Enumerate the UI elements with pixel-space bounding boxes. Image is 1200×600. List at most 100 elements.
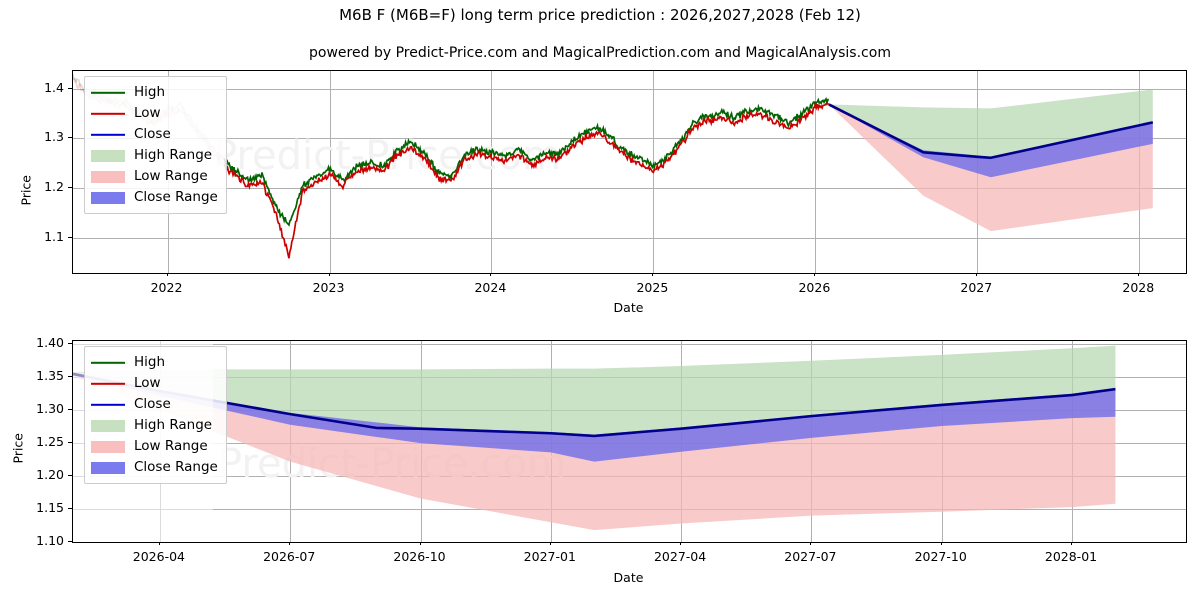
y-axis-tick-label: 1.30	[36, 401, 64, 417]
top-chart-legend-item[interactable]: Low	[91, 103, 219, 124]
series-low-line	[223, 100, 830, 259]
bottom-chart-legend-item[interactable]: Close Range	[91, 457, 219, 478]
x-tickmark	[419, 541, 421, 545]
x-tickmark	[490, 272, 492, 276]
x-tickmark	[976, 272, 978, 276]
gridline-horizontal	[73, 188, 1186, 190]
y-axis-tick-label: 1.3	[44, 129, 64, 145]
series-close-line	[828, 103, 1154, 160]
x-tickmark	[652, 272, 654, 276]
y-axis-tick-label: 1.20	[36, 467, 64, 483]
swatch-fill	[91, 133, 125, 136]
y-axis-tick-label: 1.2	[44, 179, 64, 195]
series-close-line	[73, 372, 1116, 438]
x-axis-tick-label: 2026	[798, 280, 831, 295]
x-axis-tick-label: 2024	[474, 280, 507, 295]
bottom-chart-legend-item[interactable]: Low	[91, 373, 219, 394]
swatch-fill	[91, 361, 125, 364]
bottom-chart-legend-items: High Low Close High Range Low Range Close Ran…	[91, 352, 219, 478]
bottom-chart-data-layer	[73, 341, 1116, 542]
y-tickmark	[68, 87, 72, 89]
legend-patch-swatch-icon	[91, 461, 125, 475]
y-tickmark	[68, 187, 72, 189]
bottom-chart-legend-label: Close Range	[134, 458, 218, 475]
legend-patch-swatch-icon	[91, 440, 125, 454]
band-high-range	[73, 345, 1116, 436]
x-axis-tick-label: 2023	[312, 280, 345, 295]
top-chart-legend-label: Low	[134, 104, 161, 121]
swatch-fill	[91, 112, 125, 115]
top-chart-legend-items: High Low Close High Range Low Range Close Ran…	[91, 82, 219, 208]
y-tickmark	[68, 442, 72, 444]
legend-line-swatch-icon	[91, 356, 125, 370]
gridline-horizontal	[73, 238, 1186, 240]
y-axis-tick-label: 1.40	[36, 335, 64, 351]
bottom-chart-legend-label: Low	[134, 374, 161, 391]
y-axis-tick-label: 1.10	[36, 533, 64, 548]
gridline-horizontal	[73, 88, 1186, 90]
bottom-chart-legend-item[interactable]: High Range	[91, 415, 219, 436]
page-subtitle: powered by Predict-Price.com and Magical…	[309, 45, 891, 61]
gridline-horizontal	[73, 138, 1186, 140]
y-tickmark	[68, 137, 72, 139]
gridline-vertical	[815, 71, 817, 273]
bottom-chart-legend-label: Close	[134, 395, 171, 412]
series-high-line	[223, 97, 830, 227]
top-chart-panel: Price 1.1 1.2 1.3 1.4 2022 2023 2024 2025 2026 2…	[18, 70, 1187, 315]
top-chart-data-layer	[73, 73, 1154, 259]
bottom-chart-legend: High Low Close High Range Low Range Close Ran…	[84, 346, 227, 484]
y-axis-tick-label: 1.25	[36, 434, 64, 450]
band-close-range	[828, 104, 1153, 178]
swatch-fill	[91, 382, 125, 385]
y-tickmark	[68, 343, 72, 345]
top-chart-legend-item[interactable]: Close	[91, 124, 219, 145]
x-axis-tick-label: 2027-10	[914, 549, 967, 564]
y-tickmark	[68, 376, 72, 378]
y-tickmark	[68, 508, 72, 509]
y-tickmark	[68, 409, 72, 411]
x-axis-tick-label: 2027-07	[784, 549, 837, 564]
x-tickmark	[680, 541, 682, 545]
x-tickmark	[158, 541, 160, 545]
legend-patch-swatch-icon	[91, 419, 125, 433]
x-axis-tick-label: 2027	[960, 280, 993, 295]
bottom-chart-legend-item[interactable]: Low Range	[91, 436, 219, 457]
gridline-vertical	[491, 71, 493, 273]
bottom-chart-legend-label: Low Range	[134, 437, 208, 454]
top-chart-legend-item[interactable]: High	[91, 82, 219, 103]
y-axis-tick-label: 1.4	[44, 79, 64, 95]
top-chart-legend-label: Close	[134, 125, 171, 142]
x-axis-tick-label: 2026-07	[263, 549, 316, 564]
swatch-fill	[91, 403, 125, 406]
x-axis-tick-label: 2028	[1122, 280, 1155, 295]
top-chart-legend-item[interactable]: High Range	[91, 145, 219, 166]
x-tickmark	[1071, 541, 1072, 545]
bottom-chart-legend-item[interactable]: Close	[91, 394, 219, 415]
x-axis-tick-label: 2026-04	[132, 549, 185, 564]
page-title: M6B F (M6B=F) long term price prediction…	[339, 6, 861, 24]
y-axis-tick-label: 1.35	[36, 368, 64, 384]
x-axis-tick-label: 2027-04	[653, 549, 707, 564]
legend-patch-swatch-icon	[91, 170, 125, 184]
top-chart-legend-item[interactable]: Close Range	[91, 187, 219, 208]
x-tickmark	[549, 541, 551, 545]
x-tickmark	[940, 541, 942, 545]
bottom-chart-legend-item[interactable]: High	[91, 352, 219, 373]
top-chart-ylabel: Price	[18, 175, 34, 206]
top-chart-legend-item[interactable]: Low Range	[91, 166, 219, 187]
band-close-range	[73, 372, 1116, 462]
top-chart-legend-label: High Range	[134, 146, 213, 163]
gridline-horizontal	[73, 542, 1186, 543]
legend-patch-swatch-icon	[91, 149, 125, 163]
swatch-fill	[91, 461, 125, 474]
x-tickmark	[166, 272, 168, 276]
top-chart-legend-label: Low Range	[134, 167, 208, 184]
x-axis-tick-label: 2025	[636, 280, 669, 295]
x-axis-tick-label: 2027-01	[523, 549, 576, 564]
swatch-fill	[91, 419, 125, 432]
top-chart-plot-area: Predict-Price.com	[72, 70, 1187, 274]
legend-line-swatch-icon	[91, 377, 125, 391]
x-axis-tick-label: 2028-01	[1044, 549, 1098, 564]
top-chart-xlabel: Date	[613, 300, 644, 315]
